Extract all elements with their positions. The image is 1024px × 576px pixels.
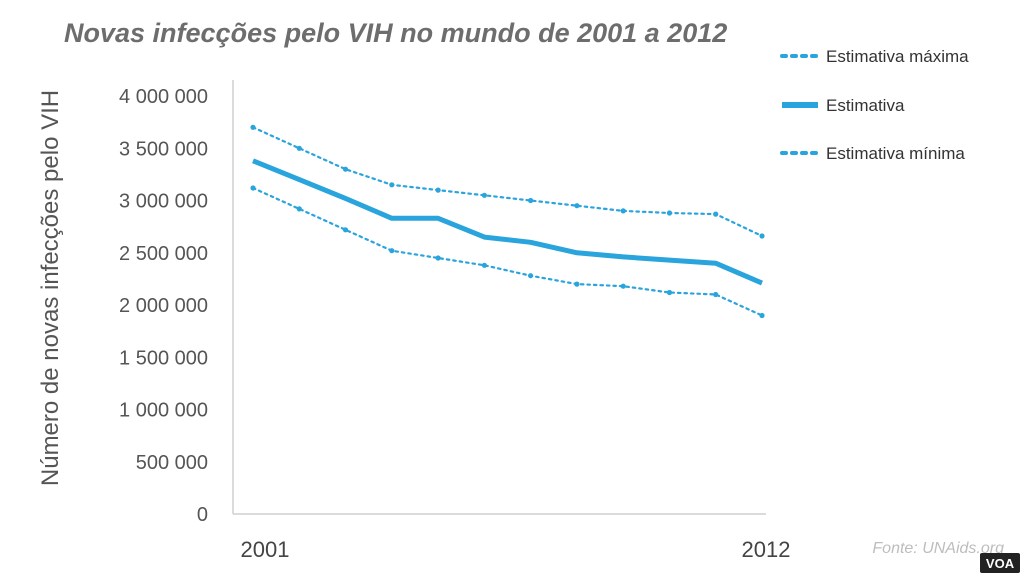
data-point xyxy=(666,210,673,216)
data-point xyxy=(296,145,302,151)
series-line-2 xyxy=(252,158,763,286)
data-point xyxy=(250,185,256,191)
x-tick-label: 2001 xyxy=(241,537,290,562)
data-point xyxy=(574,281,580,287)
y-tick-label: 3 000 000 xyxy=(119,191,208,213)
data-point xyxy=(713,211,719,217)
voa-logo xyxy=(980,553,1020,573)
data-point xyxy=(389,182,395,188)
data-point xyxy=(759,233,765,239)
voa-logo-text: VOA xyxy=(986,556,1015,571)
series-line-1 xyxy=(251,126,764,238)
y-tick-label: 2 500 000 xyxy=(119,243,208,265)
x-tick-label: 2012 xyxy=(742,537,791,562)
data-point xyxy=(296,206,302,212)
x-ticks: 2001 2012 xyxy=(241,537,791,562)
data-point xyxy=(250,124,256,130)
data-point xyxy=(481,192,487,198)
y-tick-label: 1 000 000 xyxy=(119,400,208,422)
data-point xyxy=(389,248,395,254)
y-ticks: 0 500 000 1 000 000 1 500 000 2 000 000 2 500… xyxy=(119,86,208,526)
data-point xyxy=(759,312,765,319)
data-point xyxy=(620,283,626,289)
data-point xyxy=(666,289,673,296)
data-point xyxy=(713,291,719,298)
legend: Estimativa máxima Estimativa Estimativa mí… xyxy=(780,47,969,163)
data-point xyxy=(481,262,487,268)
data-point xyxy=(435,255,441,261)
data-point xyxy=(342,166,349,172)
y-tick-label: 500 000 xyxy=(136,452,208,474)
y-axis-label: Número de novas infecções pelo VIH xyxy=(37,90,64,486)
series-layer xyxy=(250,124,765,319)
y-tick-label: 4 000 000 xyxy=(119,86,208,108)
source-note: Fonte: UNAids.org xyxy=(872,540,1004,557)
data-point xyxy=(528,273,534,279)
data-point xyxy=(528,197,534,204)
data-point xyxy=(574,203,580,209)
legend-label: Estimativa máxima xyxy=(826,47,969,66)
y-tick-label: 1 500 000 xyxy=(119,347,208,369)
series-line-3 xyxy=(251,186,764,317)
y-tick-label: 3 500 000 xyxy=(119,138,208,160)
legend-label: Estimativa xyxy=(826,96,905,115)
y-tick-label: 2 000 000 xyxy=(119,295,208,317)
y-tick-label: 0 xyxy=(197,504,208,526)
legend-label: Estimativa mínima xyxy=(826,144,965,163)
data-point xyxy=(342,227,349,233)
data-point xyxy=(620,208,626,214)
chart-title: Novas infecções pelo VIH no mundo de 200… xyxy=(64,18,727,48)
data-point xyxy=(435,187,441,193)
